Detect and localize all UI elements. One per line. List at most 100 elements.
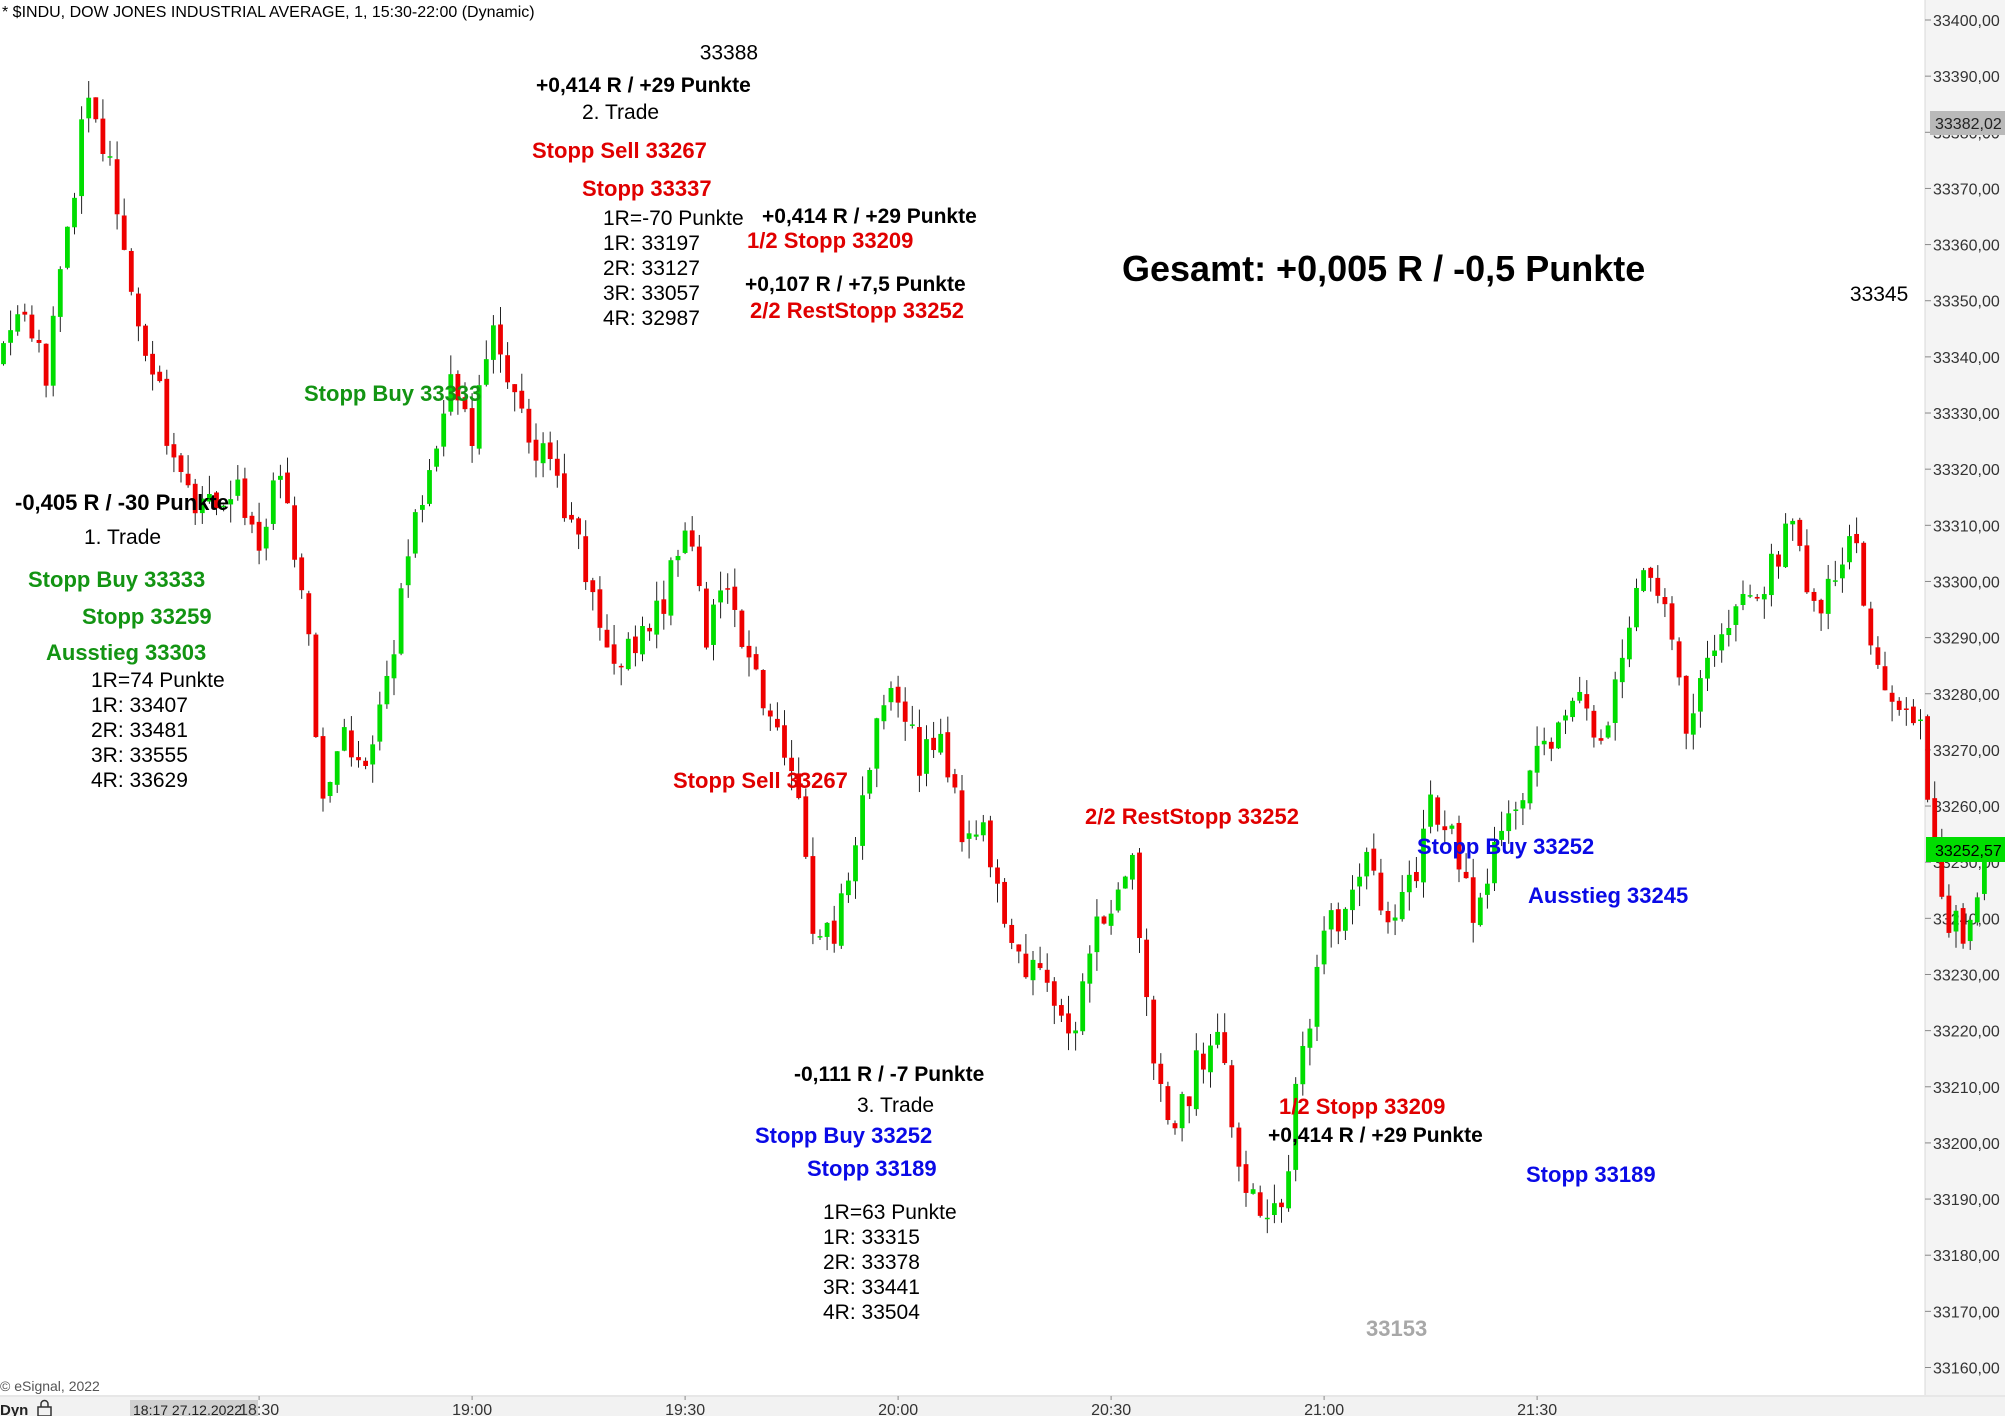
candle-body (391, 654, 397, 679)
candle-body (590, 580, 596, 593)
trade3-r-info-0: 1R=63 Punkte (823, 1201, 957, 1224)
candle-body (640, 625, 645, 655)
candle-body (1946, 895, 1952, 933)
candle-body (902, 701, 908, 722)
candle-body (1790, 520, 1796, 525)
candle-body (1101, 916, 1107, 924)
candle-body (966, 833, 972, 839)
candle-body (1534, 745, 1540, 773)
candle-body (895, 686, 901, 703)
dyn-mode-label[interactable]: Dyn (0, 1402, 28, 1416)
candle-body (8, 330, 13, 343)
candle-body (1215, 1031, 1220, 1045)
y-tick-label: 33180,00 (1933, 1248, 2000, 1265)
candle-body (569, 514, 574, 520)
candle-body (689, 530, 695, 547)
y-tick-label: 33320,00 (1933, 462, 2000, 479)
candle-body (341, 727, 347, 751)
candle-body (1861, 542, 1867, 606)
trade1-result: -0,405 R / -30 Punkte (15, 490, 229, 515)
lock-icon[interactable] (37, 1399, 52, 1416)
candle-body (817, 936, 823, 938)
candle-body (185, 473, 191, 486)
candle-body (888, 687, 894, 703)
candle-body (1208, 1045, 1213, 1073)
candle-body (924, 739, 929, 774)
candle-body (398, 588, 404, 654)
candle-body (1286, 1171, 1291, 1209)
candle-body (427, 470, 432, 504)
candle-body (1769, 553, 1774, 596)
candle-body (50, 315, 56, 386)
candle-body (1648, 567, 1654, 578)
candle-body (1236, 1127, 1242, 1167)
candle-body (178, 455, 184, 473)
chart-note-rest-stop: 2/2 RestStopp 33252 (1085, 804, 1299, 829)
candle-body (1776, 554, 1781, 567)
candle-body (1719, 634, 1725, 651)
candle-body (1570, 700, 1575, 718)
candle-body (150, 353, 155, 375)
candle-body (1854, 533, 1859, 544)
x-tick-label: 21:00 (1304, 1402, 1344, 1416)
candle-body (1705, 657, 1710, 679)
candle-body (1257, 1192, 1263, 1216)
candle-body (1350, 889, 1355, 911)
candle-body (1037, 963, 1043, 969)
candle-body (1108, 913, 1114, 926)
candle-body (1328, 910, 1334, 930)
chart-note-buy3: Stopp Buy 33252 (1417, 834, 1594, 859)
candle-body (1421, 828, 1426, 883)
candle-body (462, 397, 468, 410)
candle-body (1712, 650, 1717, 657)
candle-body (1002, 881, 1007, 924)
candle-body (562, 473, 567, 519)
candle-body (1428, 794, 1433, 827)
candle-body (654, 600, 660, 635)
candle-body (874, 718, 880, 769)
candle-body (1165, 1086, 1171, 1121)
y-tick-label: 33280,00 (1933, 687, 2000, 704)
y-tick-label: 33370,00 (1933, 181, 2000, 198)
candle-body (1527, 770, 1533, 804)
candle-body (1832, 580, 1838, 582)
candle-body (938, 733, 944, 753)
candle-body (810, 856, 816, 934)
candle-body (1115, 889, 1121, 911)
candle-body (1051, 981, 1057, 1006)
candle-body (1605, 725, 1611, 738)
chart-note-stop3: Stopp 33189 (1526, 1162, 1656, 1187)
candle-body (491, 325, 496, 360)
candle-body (1974, 897, 1980, 923)
y-tick-label: 33200,00 (1933, 1136, 2000, 1153)
candle-body (334, 751, 340, 785)
candle-body (746, 645, 752, 658)
candle-body (1889, 692, 1895, 702)
candle-body (803, 796, 809, 857)
candle-body (100, 118, 106, 154)
candle-body (171, 444, 177, 458)
candle-body (114, 159, 120, 215)
candle-body (782, 725, 787, 758)
candle-body (1080, 981, 1086, 1032)
candle-body (143, 325, 148, 356)
candle-body (1186, 1096, 1192, 1107)
candle-body (1520, 800, 1526, 809)
candle-body (36, 339, 42, 343)
candle-body (1513, 809, 1519, 812)
y-tick-label: 33350,00 (1933, 294, 2000, 311)
candle-body (725, 588, 731, 590)
trade1-r-info-3: 3R: 33555 (91, 744, 188, 767)
candle-body (370, 744, 376, 765)
trade1-name: 1. Trade (84, 526, 161, 549)
candle-body (476, 385, 482, 449)
candle-body (1250, 1189, 1256, 1194)
candle-body (718, 590, 723, 603)
candle-body (1229, 1065, 1235, 1128)
last-price-tag: 33252,57 (1935, 843, 2002, 860)
candle-body (604, 629, 610, 648)
candle-body (881, 705, 887, 722)
y-tick-label: 33360,00 (1933, 238, 2000, 255)
candle-body (945, 732, 951, 778)
